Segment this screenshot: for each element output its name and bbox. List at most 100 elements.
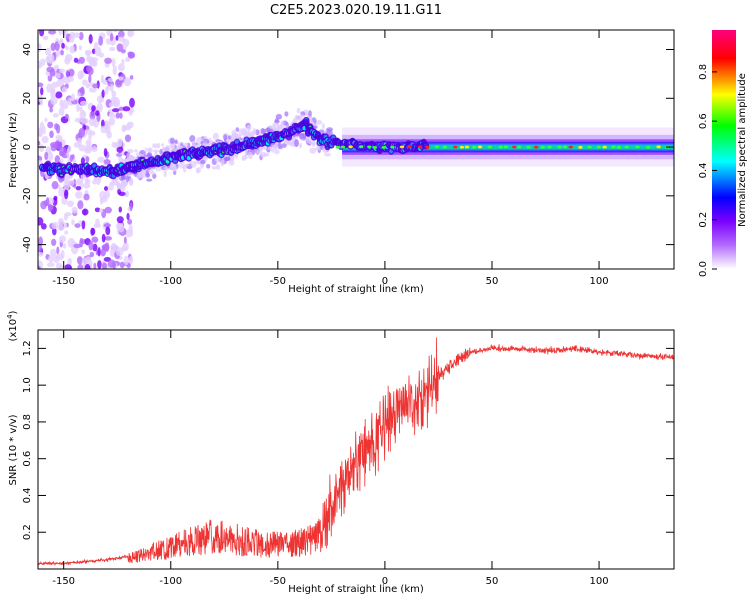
speckle-point [121,58,125,65]
speckle-point [44,117,48,123]
speckle-point [85,156,90,163]
halo-point [211,166,218,170]
speckle-point [58,107,65,116]
carrier-hotspot [407,145,412,149]
speckle-point [127,218,133,225]
carrier-hotspot [516,145,522,149]
halo-point [178,161,186,169]
speckle-point [104,86,109,96]
speckle-point [45,197,50,205]
speckle-point [91,236,99,243]
halo-point [127,157,134,162]
carrier-hotspot [602,145,607,149]
carrier-hotspot [367,145,372,149]
speckle-point [48,204,54,211]
speckle-point [39,97,43,106]
speckle-point [56,49,61,58]
speckle-point [69,45,75,54]
speckle-point [103,223,111,228]
halo-point [272,122,279,126]
halo-point [324,152,332,157]
speckle-point [68,34,75,43]
speckle-point [58,30,62,36]
speckle-point [108,112,115,119]
halo-point [294,139,299,147]
speckle-point [72,32,81,38]
speckle-point [55,253,64,261]
colorbar-gradient [712,30,736,269]
speckle-point [96,102,103,113]
halo-point [241,156,246,161]
speckle-point [83,182,91,189]
speckle-point [90,227,96,236]
carrier-hotspot [611,145,616,149]
speckle-point [65,69,70,78]
carrier-hotspot [453,145,458,149]
spectrogram-x-tick-label: 50 [486,276,499,287]
speckle-point [93,42,100,47]
halo-point [246,124,252,131]
speckle-point [61,86,68,93]
speckle-point [112,65,117,76]
halo-point [311,142,316,146]
speckle-point [74,117,83,123]
carrier-hotspot [562,145,568,149]
speckle-point [59,151,66,157]
snr-series-line [38,337,674,567]
colorbar-tick-label: 0.8 [698,64,709,80]
speckle-point [101,245,106,250]
speckle-point [89,130,96,136]
halo-point [127,171,131,177]
speckle-point [105,38,111,45]
speckle-point [56,246,60,255]
speckle-point [51,180,59,190]
speckle-point [73,243,82,249]
halo-point [302,135,306,140]
carrier-hotspot [459,145,465,149]
carrier-hotspot [335,145,340,149]
halo-point [298,133,304,140]
speckle-point [92,179,97,185]
carrier-hotspot [425,145,430,149]
speckle-point [93,262,97,269]
speckle-point [123,255,130,266]
speckle-point [118,191,126,197]
speckle-point [118,106,125,111]
carrier-band [342,145,674,150]
carrier-hotspot [399,145,405,149]
halo-point [129,177,134,186]
speckle-point [64,189,69,200]
speckle-point [61,42,65,49]
speckle-point [59,158,64,164]
speckle-point [127,121,134,129]
carrier-hotspot [616,145,622,149]
speckle-point [77,92,81,97]
halo-point [235,127,240,132]
halo-point [164,144,171,152]
carrier-hotspot [359,145,364,149]
halo-point [118,156,123,163]
halo-point [250,130,254,138]
speckle-point [52,113,59,118]
speckle-point [50,86,56,96]
speckle-point [91,48,96,55]
speckle-point [68,179,75,187]
speckle-point [68,68,75,77]
speckle-point [49,130,54,139]
speckle-point [99,208,104,214]
spectrogram-frame [37,29,675,270]
halo-point [236,134,242,139]
speckle-point [64,264,72,269]
speckle-point [50,95,58,106]
speckle-point [64,212,72,217]
speckle-point [91,146,98,153]
snr-frame [37,329,675,570]
halo-point [195,167,199,174]
halo-point [321,122,325,130]
speckle-point [75,191,83,199]
speckle-point [46,53,55,64]
speckle-point [115,35,119,41]
halo-point [146,178,153,182]
speckle-point [102,79,108,85]
speckle-point [104,57,112,64]
